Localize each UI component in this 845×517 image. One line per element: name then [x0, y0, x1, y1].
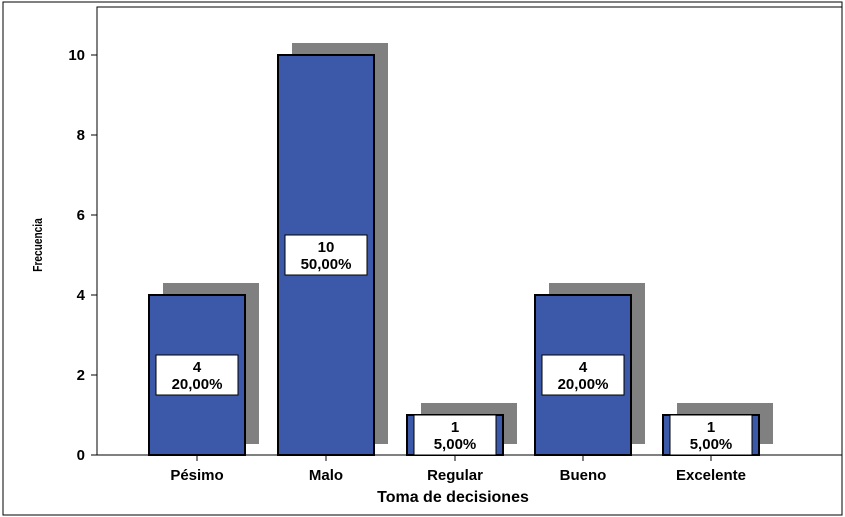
data-label-count: 4 — [193, 359, 202, 376]
y-tick-label: 4 — [77, 287, 86, 304]
y-axis: 0 2 4 6 8 10 — [68, 7, 98, 464]
y-tick-label: 10 — [68, 47, 85, 64]
data-label-count: 4 — [579, 359, 588, 376]
x-tick-label: Excelente — [676, 467, 746, 484]
data-label-count: 1 — [707, 419, 715, 436]
x-tick-label: Pésimo — [170, 467, 223, 484]
data-label-percent: 20,00% — [558, 376, 609, 393]
x-axis-label: Toma de decisiones — [377, 489, 529, 506]
data-label-percent: 20,00% — [172, 376, 223, 393]
data-label-box — [541, 354, 625, 396]
y-tick-label: 2 — [77, 367, 85, 384]
y-axis-label: Frecuencia — [31, 218, 45, 272]
y-tick-label: 0 — [77, 447, 85, 464]
y-tick-label: 6 — [77, 207, 85, 224]
data-label-percent: 50,00% — [301, 256, 352, 273]
data-label-count: 1 — [451, 419, 459, 436]
y-tick-label: 8 — [77, 127, 85, 144]
x-tick-label: Malo — [309, 467, 343, 484]
x-tick-label: Bueno — [560, 467, 607, 484]
x-tick-label: Regular — [427, 467, 483, 484]
x-axis: Pésimo Malo Regular Bueno Excelente — [97, 454, 842, 484]
bar-shadows — [163, 43, 773, 444]
data-label-percent: 5,00% — [690, 436, 733, 453]
data-label-count: 10 — [318, 239, 335, 256]
data-label-percent: 5,00% — [434, 436, 477, 453]
bars — [148, 54, 760, 456]
data-label-box — [284, 234, 368, 276]
data-label-box — [155, 354, 239, 396]
